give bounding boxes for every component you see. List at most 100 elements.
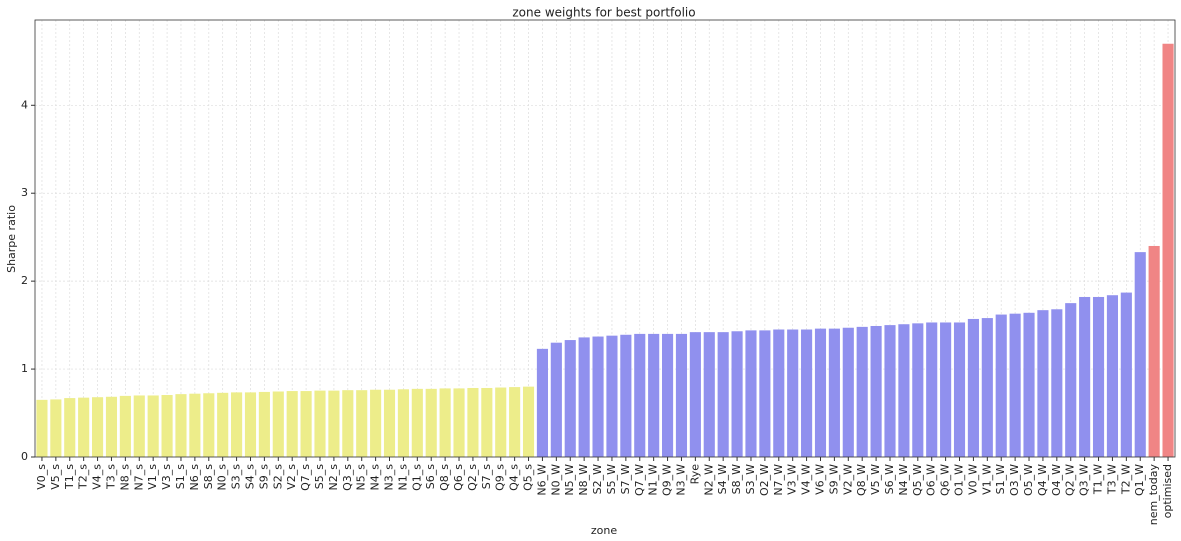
x-tick-label: S8_W xyxy=(730,464,743,494)
bar xyxy=(1037,310,1049,457)
x-tick-label: T2_W xyxy=(1119,464,1132,495)
x-tick-label: Q2_W xyxy=(1064,464,1077,496)
bar xyxy=(536,348,548,457)
bar xyxy=(940,322,952,457)
x-tick-label: V0_s xyxy=(35,464,48,490)
x-tick-label: O1_W xyxy=(953,464,966,496)
x-tick-label: S4_s xyxy=(243,464,256,489)
bar xyxy=(147,395,159,457)
x-tick-label: O2_W xyxy=(758,464,771,496)
bar xyxy=(759,330,771,457)
bar xyxy=(703,332,715,457)
bar xyxy=(189,393,201,457)
bar xyxy=(731,331,743,457)
x-tick-label: Q8_W xyxy=(855,464,868,496)
bar xyxy=(36,399,48,457)
x-tick-label: S7_s xyxy=(480,464,493,489)
bar xyxy=(161,395,173,457)
x-tick-label: T3_s xyxy=(104,464,117,490)
bar xyxy=(50,399,62,457)
x-tick-label: O3_W xyxy=(1008,464,1021,496)
bar xyxy=(481,387,493,457)
x-tick-label: V5_s xyxy=(49,464,62,490)
x-tick-label: Q7_W xyxy=(633,464,646,496)
x-tick-label: S3_s xyxy=(230,464,243,489)
bar xyxy=(217,392,229,457)
bar xyxy=(912,323,924,457)
x-tick-label: nem_today xyxy=(1147,464,1160,526)
x-tick-label: N1_W xyxy=(647,464,660,496)
plot-frame xyxy=(34,19,1176,458)
bar xyxy=(773,329,785,457)
x-tick-label: O4_W xyxy=(1050,464,1063,496)
x-tick-label: S7_W xyxy=(619,464,632,494)
x-tick-label: N4_W xyxy=(897,464,910,496)
bar xyxy=(1134,252,1146,457)
x-tick-label: S5_W xyxy=(605,464,618,494)
x-tick-label: Q2_s xyxy=(466,464,479,491)
bar xyxy=(1065,303,1077,457)
x-tick-label: N2_W xyxy=(702,464,715,496)
x-tick-label: Q3_W xyxy=(1078,464,1091,496)
bar xyxy=(884,325,896,457)
x-tick-label: S6_W xyxy=(883,464,896,494)
bar xyxy=(244,392,257,457)
bar xyxy=(689,332,701,457)
x-tick-label: N0_W xyxy=(549,464,562,496)
x-tick-label: N6_s xyxy=(188,464,201,491)
bar xyxy=(787,329,799,457)
x-tick-label: Q5_s xyxy=(522,464,535,491)
bar xyxy=(495,387,507,457)
x-tick-label: Q8_s xyxy=(438,464,451,491)
x-tick-label: Rye xyxy=(688,464,701,485)
x-tick-label: Q5_W xyxy=(911,464,924,496)
x-tick-label: T1_W xyxy=(1092,464,1105,495)
bar xyxy=(801,329,813,457)
x-tick-label: S6_s xyxy=(424,464,437,489)
x-tick-label: V3_s xyxy=(160,464,173,490)
bar xyxy=(606,335,618,457)
bar xyxy=(425,388,437,457)
x-tick-label: V4_W xyxy=(800,464,813,495)
bar xyxy=(1051,309,1063,457)
x-tick-label: N8_W xyxy=(577,464,590,496)
x-tick-label: Q3_s xyxy=(341,464,354,491)
bar xyxy=(634,333,646,457)
bar xyxy=(64,398,76,457)
x-tick-label: S1_W xyxy=(994,464,1007,494)
x-tick-label: V2_s xyxy=(285,464,298,490)
x-tick-label: N7_W xyxy=(772,464,785,496)
bar xyxy=(314,390,326,457)
bar xyxy=(1009,313,1021,457)
x-tick-label: V1_s xyxy=(146,464,159,490)
x-tick-label: N3_s xyxy=(383,464,396,491)
bar xyxy=(967,318,979,457)
bar xyxy=(1148,245,1160,457)
bar xyxy=(203,393,215,457)
bar xyxy=(662,333,674,457)
x-tick-label: S5_s xyxy=(313,464,326,489)
y-tick-label: 1 xyxy=(21,362,28,375)
bar xyxy=(953,322,966,457)
bar xyxy=(620,334,632,457)
bar xyxy=(133,395,145,457)
bar xyxy=(870,325,882,457)
x-tick-label: N0_s xyxy=(216,464,229,491)
bar xyxy=(564,340,576,457)
bar xyxy=(383,389,396,457)
bar xyxy=(105,396,118,457)
bar xyxy=(1106,295,1118,457)
x-tick-label: V6_W xyxy=(813,464,826,495)
x-tick-label: N5_W xyxy=(563,464,576,496)
bar xyxy=(842,327,854,457)
x-tick-label: T2_s xyxy=(77,464,90,490)
bar xyxy=(328,390,340,457)
bar xyxy=(119,395,131,457)
x-tick-label: T1_s xyxy=(63,464,76,490)
x-tick-label: optimised xyxy=(1161,464,1174,518)
x-tick-label: S2_s xyxy=(271,464,284,489)
bar xyxy=(258,391,270,457)
bar xyxy=(717,332,729,457)
y-tick-label: 4 xyxy=(21,98,28,111)
